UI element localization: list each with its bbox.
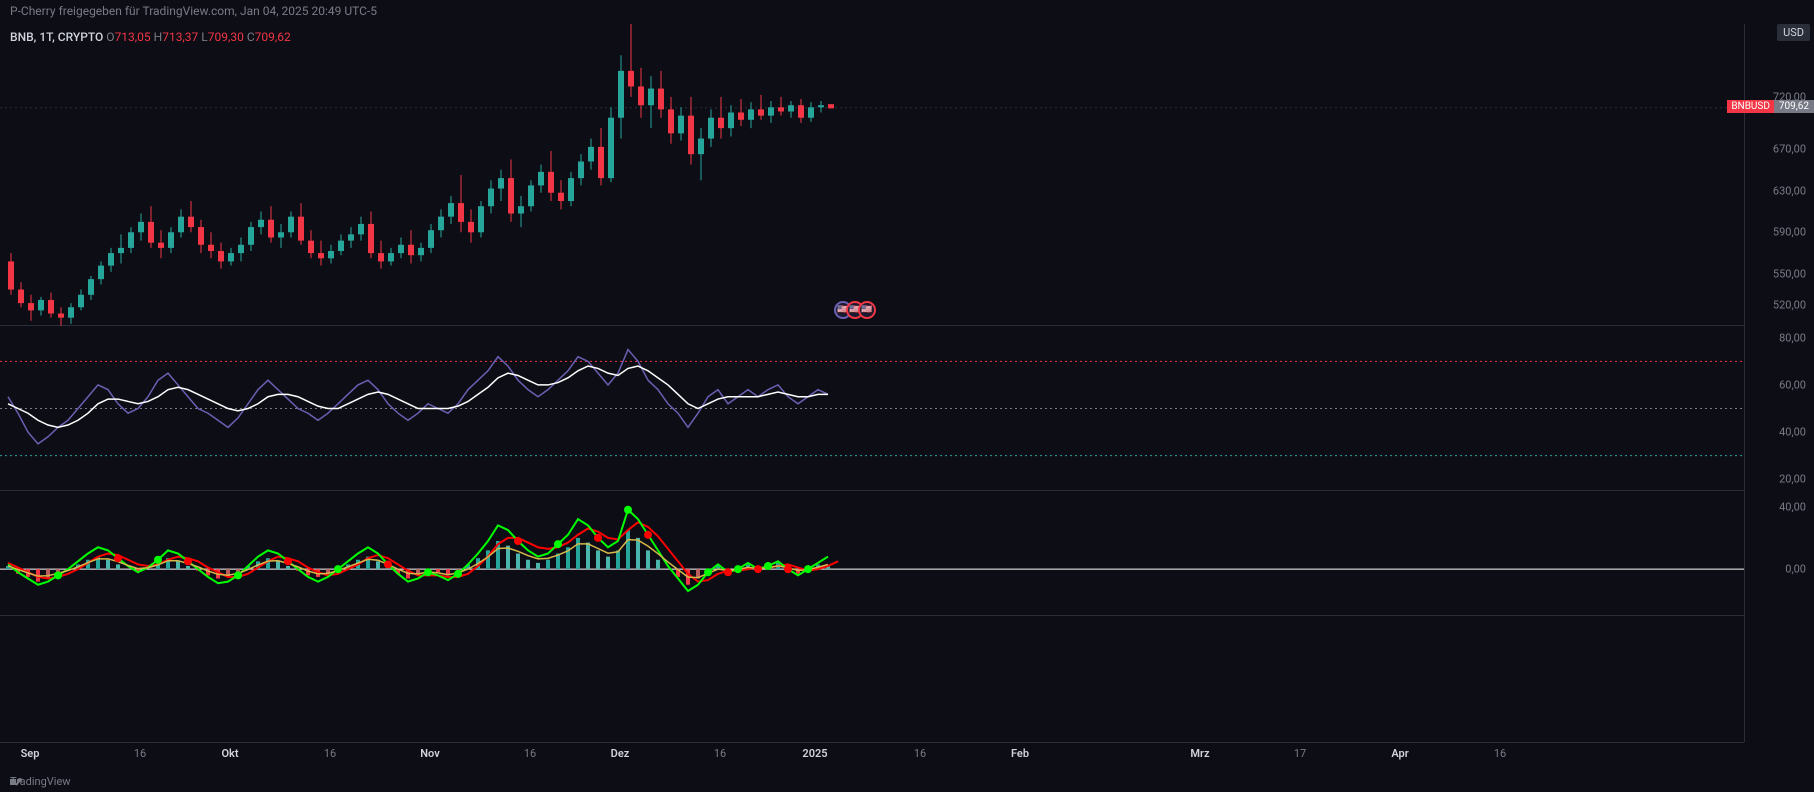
y-tick: 20,00 bbox=[1779, 473, 1806, 486]
currency-button[interactable]: USD bbox=[1777, 24, 1810, 41]
panes: BNB, 1T, CRYPTO O713,05 H713,37 L709,30 … bbox=[0, 24, 1744, 742]
y-axis: USD 520,00550,00590,00630,00670,00720,00… bbox=[1744, 24, 1814, 742]
time-tick: 17 bbox=[1294, 747, 1306, 760]
time-tick: Feb bbox=[1011, 747, 1029, 760]
price-pane[interactable]: BNB, 1T, CRYPTO O713,05 H713,37 L709,30 … bbox=[0, 24, 1744, 326]
time-tick: Apr bbox=[1391, 747, 1408, 760]
time-tick: 16 bbox=[714, 747, 726, 760]
y-tick: 80,00 bbox=[1779, 331, 1806, 344]
legend-symbol: BNB bbox=[10, 30, 34, 44]
price-badge: BNBUSD 709,62 bbox=[1727, 100, 1814, 113]
ohlc-high: 713,37 bbox=[162, 30, 198, 44]
event-icons[interactable]: 🇺🇸🇺🇸🇺🇸 bbox=[840, 301, 876, 319]
time-tick: 16 bbox=[1494, 747, 1506, 760]
footer-brand: TradingView bbox=[10, 775, 71, 788]
chart-container: BNB, 1T, CRYPTO O713,05 H713,37 L709,30 … bbox=[0, 24, 1814, 742]
y-tick: 550,00 bbox=[1773, 267, 1806, 280]
y-tick: 60,00 bbox=[1779, 378, 1806, 391]
time-tick: Sep bbox=[21, 747, 40, 760]
y-tick: 590,00 bbox=[1773, 226, 1806, 239]
y-tick: 40,00 bbox=[1779, 500, 1806, 513]
legend-exchange: CRYPTO bbox=[58, 30, 104, 44]
time-tick: Okt bbox=[221, 747, 238, 760]
y-tick: 0,00 bbox=[1785, 563, 1806, 576]
time-axis: Sep 16 Okt 16 Nov 16 Dez 16 2025 16 Feb Mrz 17 Apr 16 bbox=[0, 742, 1744, 764]
time-tick: Dez bbox=[611, 747, 630, 760]
legend-interval: 1T bbox=[39, 30, 52, 44]
y-tick: 670,00 bbox=[1773, 142, 1806, 155]
header-text: P-Cherry freigegeben für TradingView.com… bbox=[0, 0, 1814, 24]
time-tick: 16 bbox=[134, 747, 146, 760]
time-tick: 2025 bbox=[802, 747, 827, 760]
y-tick: 40,00 bbox=[1779, 426, 1806, 439]
ohlc-close: 709,62 bbox=[255, 30, 291, 44]
y-tick: 630,00 bbox=[1773, 184, 1806, 197]
legend: BNB, 1T, CRYPTO O713,05 H713,37 L709,30 … bbox=[10, 30, 291, 44]
macd-chart-svg bbox=[0, 491, 1744, 616]
y-tick: 520,00 bbox=[1773, 299, 1806, 312]
time-tick: Nov bbox=[420, 747, 439, 760]
badge-value: 709,62 bbox=[1774, 100, 1814, 113]
price-chart-svg bbox=[0, 24, 1744, 326]
time-tick: 16 bbox=[324, 747, 336, 760]
time-tick: 16 bbox=[914, 747, 926, 760]
ohlc-low: 709,30 bbox=[208, 30, 244, 44]
rsi-pane[interactable] bbox=[0, 326, 1744, 491]
time-tick: Mrz bbox=[1190, 747, 1209, 760]
ohlc-open: 713,05 bbox=[115, 30, 151, 44]
rsi-chart-svg bbox=[0, 326, 1744, 491]
macd-pane[interactable] bbox=[0, 491, 1744, 616]
time-tick: 16 bbox=[524, 747, 536, 760]
tradingview-icon bbox=[10, 775, 24, 789]
badge-symbol: BNBUSD bbox=[1727, 100, 1774, 113]
